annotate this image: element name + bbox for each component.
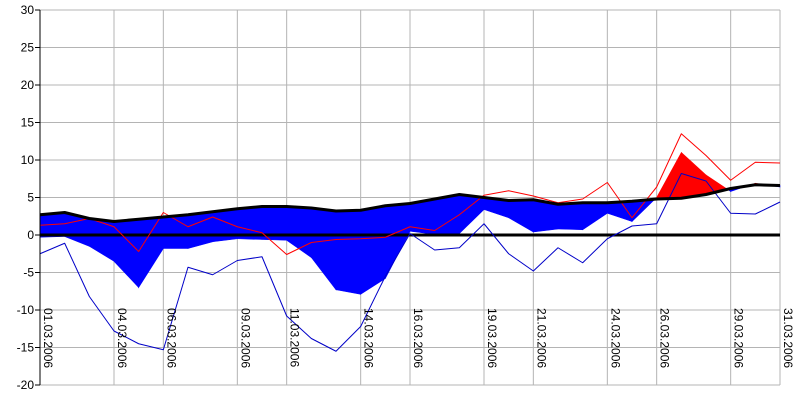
- y-tick-label: 15: [21, 116, 35, 130]
- x-tick-label: 01.03.2006: [41, 308, 55, 368]
- axes: [35, 9, 41, 386]
- series-lines: [39, 133, 781, 352]
- x-tick-labels: 01.03.2006 04.03.2006 06.03.2006 09.03.2006…: [41, 308, 795, 368]
- below-normal-area: [335, 209, 361, 295]
- y-tick-label: 20: [21, 78, 35, 92]
- y-tick-label: -5: [23, 266, 34, 280]
- x-tick-label: 14.03.2006: [362, 308, 376, 368]
- x-tick-label: 31.03.2006: [781, 308, 795, 368]
- x-tick-label: 26.03.2006: [658, 308, 672, 368]
- x-tick-label: 24.03.2006: [608, 308, 622, 368]
- x-tick-label: 16.03.2006: [411, 308, 425, 368]
- y-tick-label: -20: [17, 378, 35, 392]
- y-tick-label: -10: [17, 303, 35, 317]
- x-tick-label: 04.03.2006: [115, 308, 129, 368]
- normal-temperature-line: [39, 183, 781, 223]
- x-tick-label: 09.03.2006: [238, 308, 252, 368]
- y-tick-labels: 30 25 20 15 10 5 0 -5 -10 -15 -20: [17, 3, 35, 392]
- y-tick-label: -15: [17, 341, 35, 355]
- below-normal-area: [360, 205, 386, 295]
- x-tick-label: 19.03.2006: [485, 308, 499, 368]
- y-tick-label: 5: [27, 191, 34, 205]
- max-temperature-line: [39, 133, 781, 255]
- x-tick-label: 21.03.2006: [534, 308, 548, 368]
- below-normal-area: [557, 202, 583, 231]
- y-tick-label: 30: [21, 3, 35, 17]
- x-tick-label: 11.03.2006: [288, 308, 302, 367]
- y-tick-label: 25: [21, 41, 35, 55]
- x-tick-label: 29.03.2006: [732, 308, 746, 368]
- min-temperature-line: [39, 173, 781, 352]
- y-tick-label: 0: [27, 228, 34, 242]
- y-tick-label: 10: [21, 153, 35, 167]
- below-normal-area: [187, 211, 213, 249]
- x-tick-label: 06.03.2006: [164, 308, 178, 368]
